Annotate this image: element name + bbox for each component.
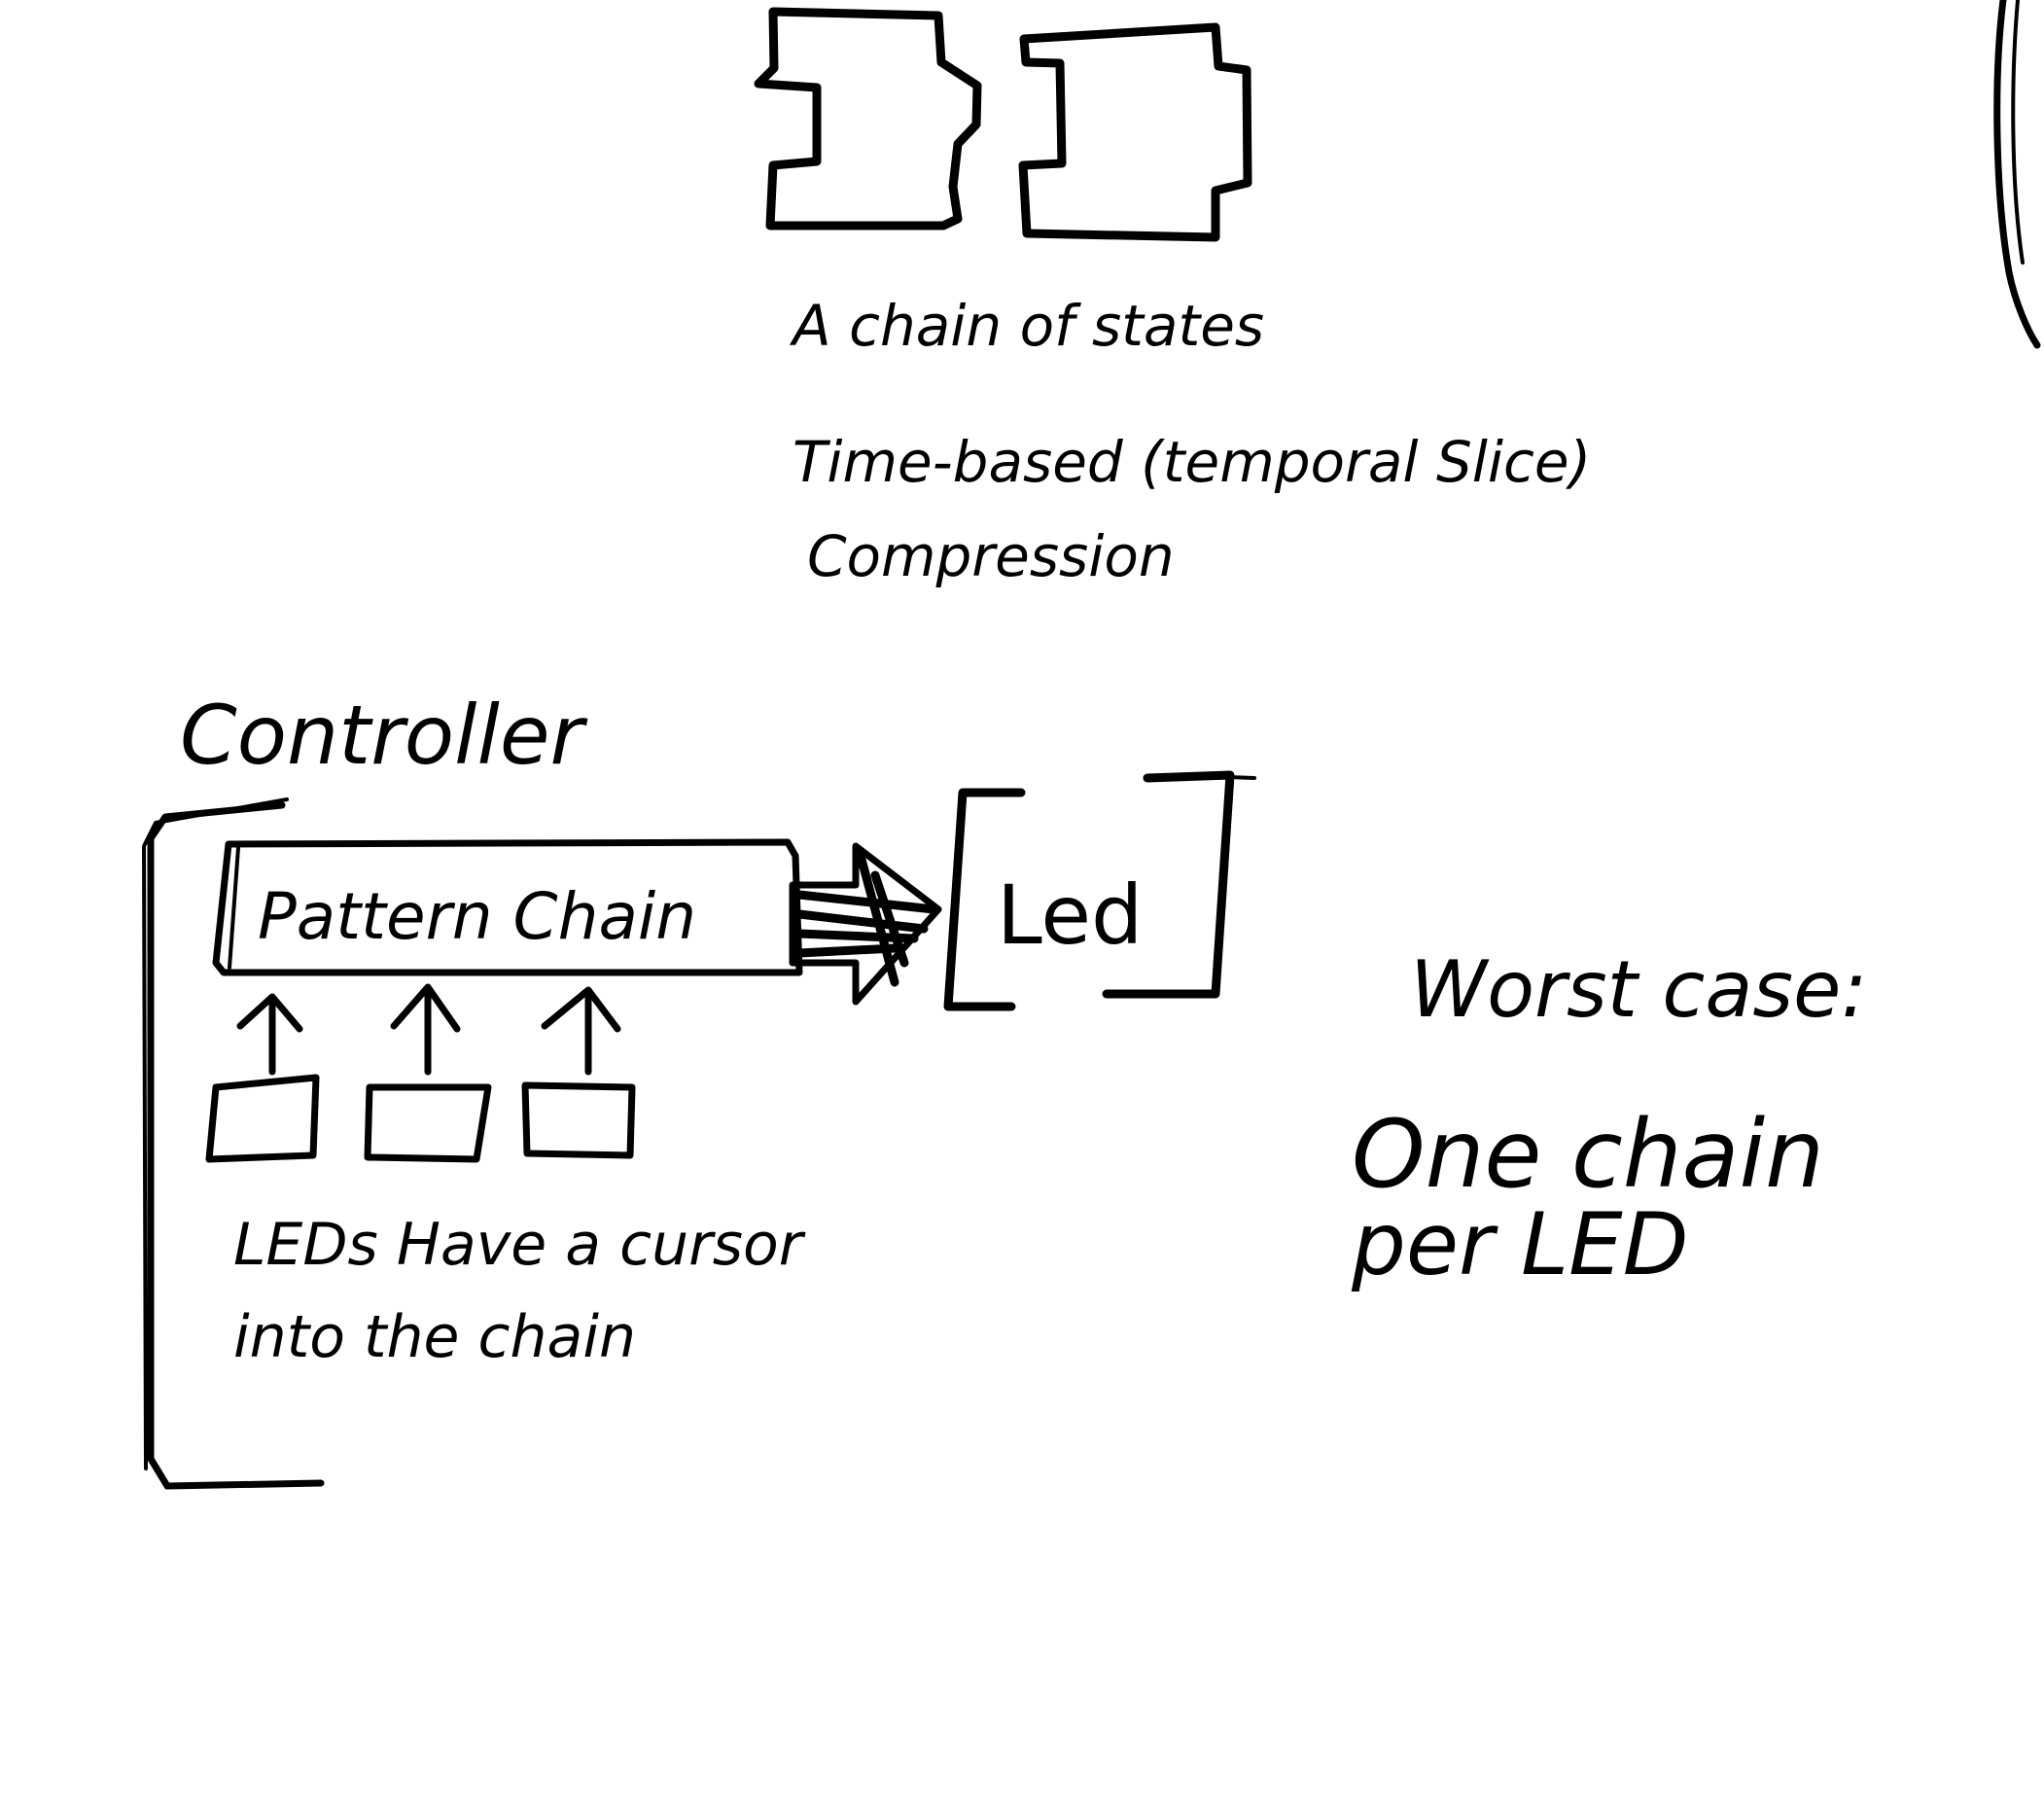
edge-stroke — [1993, 0, 2041, 349]
led-boxes — [205, 1074, 636, 1163]
pattern-chain-box — [212, 838, 803, 976]
led-bracket-right — [1102, 770, 1235, 999]
led-box-1 — [205, 1074, 320, 1163]
chain-to-led-arrow — [789, 842, 942, 1006]
cursor-note-line-1: LEDs Have a cursor — [233, 1211, 806, 1279]
worst-case-heading: Worst case: — [1410, 944, 1867, 1035]
led-label: Led — [997, 867, 1143, 963]
compression-caption: Compression — [807, 523, 1175, 589]
pattern-chain-box-inner — [228, 846, 240, 970]
cursor-arrow-1 — [236, 993, 303, 1076]
cursor-arrow-2 — [390, 983, 461, 1076]
controller-bracket-inner — [142, 797, 289, 1470]
time-based-caption: Time-based (temporal Slice) — [793, 429, 1591, 495]
state-block-1 — [754, 7, 982, 230]
led-bracket-right-tick — [1204, 774, 1256, 780]
cursor-note-line-2: into the chain — [233, 1303, 636, 1371]
controller-bracket — [147, 801, 325, 1490]
state-chain-diagram — [754, 7, 1252, 242]
led-bracket-left — [943, 788, 1026, 1011]
led-box-3 — [521, 1081, 636, 1159]
edge-stroke-inner — [2011, 0, 2025, 265]
pattern-chain-label: Pattern Chain — [258, 879, 696, 954]
cursor-arrows — [236, 983, 621, 1076]
state-block-2 — [1018, 22, 1252, 242]
cursor-arrow-3 — [541, 986, 621, 1076]
worst-case-line-2: per LED — [1351, 1194, 1689, 1294]
chain-of-states-caption: A chain of states — [789, 293, 1264, 359]
led-box-2 — [364, 1083, 492, 1163]
worst-case-line-1: One chain — [1352, 1100, 1824, 1209]
controller-title: Controller — [180, 688, 588, 783]
